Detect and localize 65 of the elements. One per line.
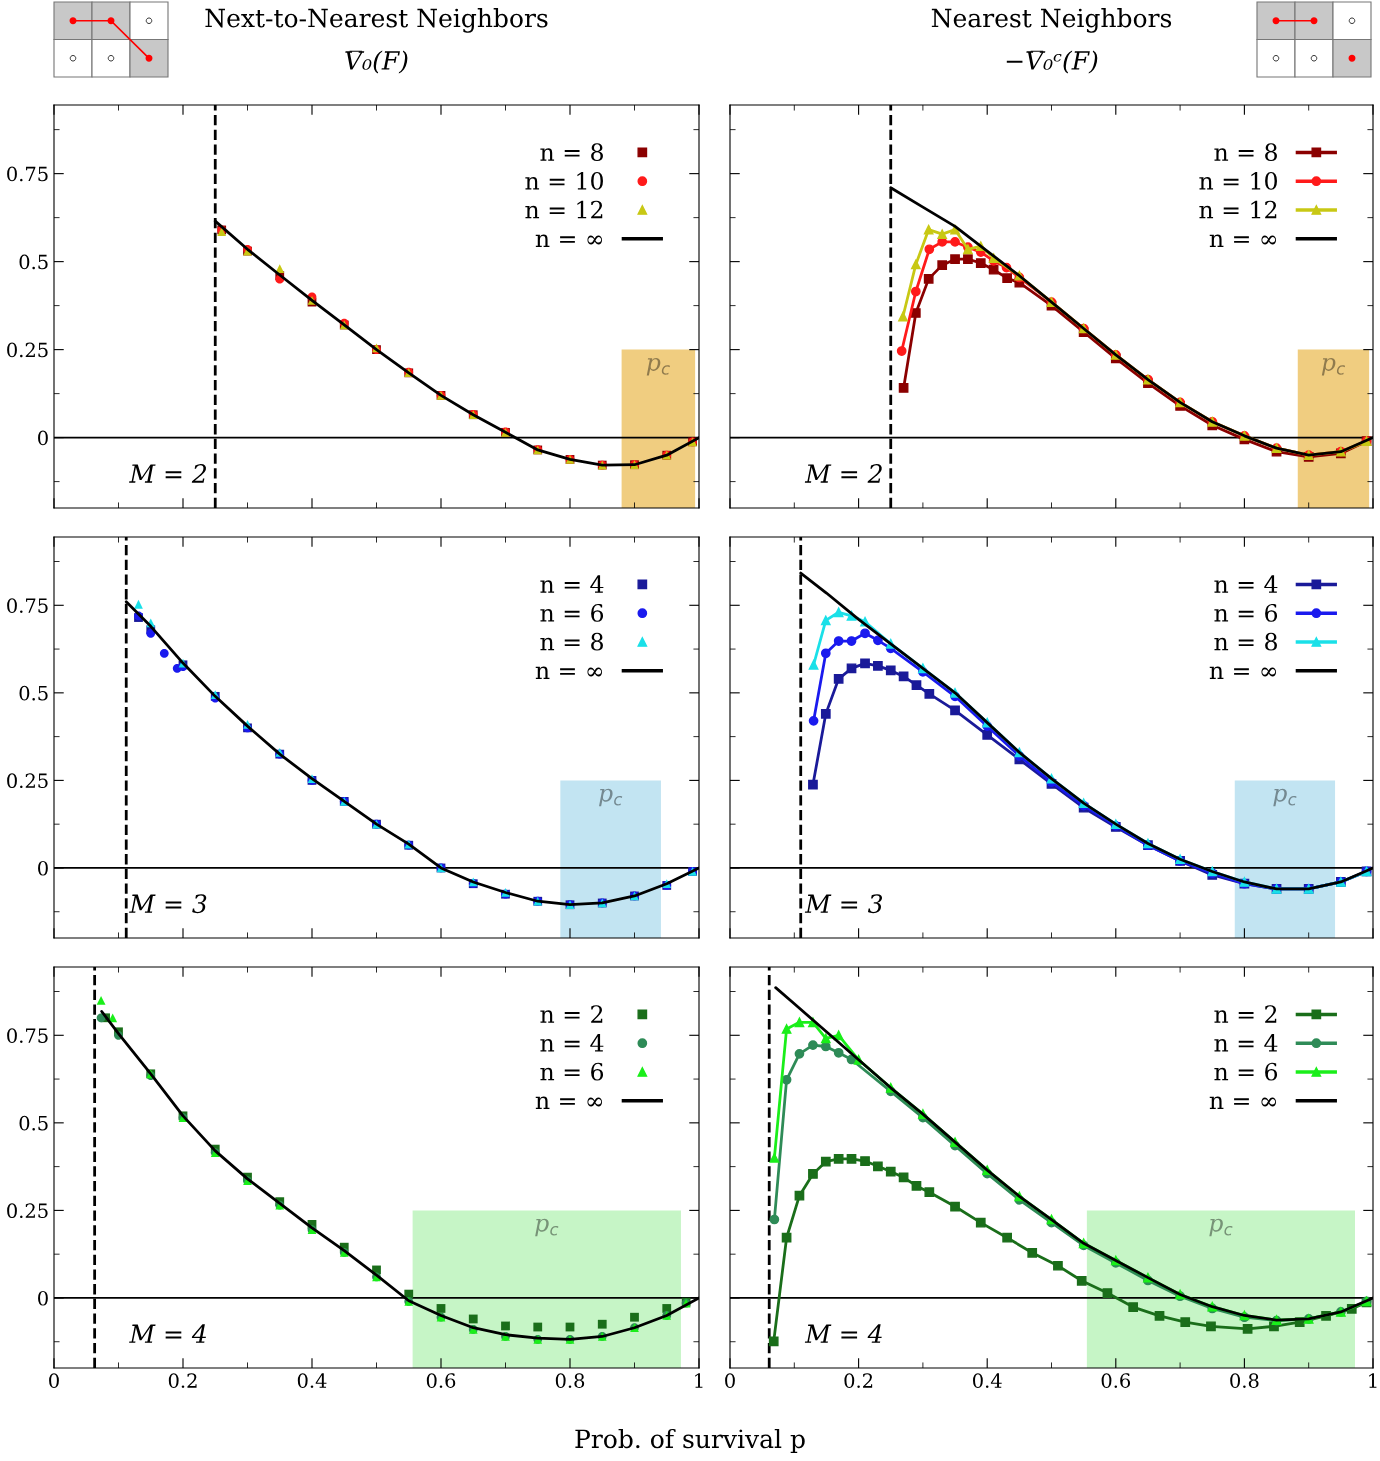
y-tick-label: 0.5 — [19, 254, 48, 270]
x-tick-label: 0.2 — [844, 1373, 873, 1388]
annotation: M = 2 — [129, 464, 207, 483]
band-label: p$_{c}$ — [1209, 1218, 1233, 1237]
band-label: p$_{c}$ — [535, 1218, 559, 1237]
legend-label: n = 12 — [1199, 200, 1277, 219]
legend-label: n = 6 — [540, 1062, 604, 1081]
legend-label: n = ∞ — [1209, 666, 1277, 679]
annotation: M = 4 — [129, 1324, 206, 1343]
legend-label: n = 6 — [1214, 1062, 1278, 1081]
legend-label: n = ∞ — [535, 666, 603, 679]
band-label: p$_{c}$ — [646, 357, 670, 376]
legend-label: n = 8 — [1214, 143, 1277, 162]
legend-label: n = ∞ — [1209, 1096, 1277, 1109]
legend-label: n = ∞ — [1209, 234, 1277, 247]
band-label: p$_{c}$ — [1273, 788, 1297, 807]
x-tick-label: 0.8 — [1230, 1373, 1259, 1388]
annotation: M = 3 — [804, 894, 883, 914]
annotation: M = 2 — [804, 464, 882, 483]
x-axis-title: Prob. of survival p — [575, 1428, 805, 1454]
legend-label: n = 2 — [1214, 1005, 1277, 1023]
annotation: M = 3 — [129, 894, 207, 914]
legend-label: n = ∞ — [535, 234, 603, 247]
x-tick-label: 0.4 — [973, 1373, 1002, 1388]
chart-title: Next-to-Nearest Neighbors — [205, 8, 548, 33]
x-tick-label: 0.4 — [297, 1373, 327, 1388]
y-tick-label: 0.75 — [7, 598, 48, 613]
legend-label: n = 8 — [540, 143, 603, 162]
y-tick-label: 0.25 — [7, 773, 48, 789]
x-tick-label: 1 — [1369, 1373, 1377, 1388]
x-tick-label: 0 — [49, 1373, 59, 1388]
y-tick-label: 0.75 — [7, 166, 48, 182]
band-label: p$_{c}$ — [599, 788, 623, 807]
x-tick-label: 0.6 — [426, 1373, 456, 1388]
x-tick-label: 0 — [725, 1373, 735, 1388]
legend-label: n = ∞ — [535, 1096, 603, 1109]
legend-label: n = 4 — [540, 1033, 604, 1052]
annotation: M = 4 — [804, 1324, 882, 1343]
y-tick-label: 0 — [38, 860, 48, 876]
legend-label: n = 10 — [1199, 171, 1277, 190]
y-tick-label: 0.75 — [7, 1028, 48, 1043]
chart-subtitle: V̅₀(F) — [345, 50, 408, 74]
legend-label: n = 6 — [540, 603, 604, 622]
legend-label: n = 4 — [540, 575, 604, 593]
x-tick-label: 0.8 — [555, 1373, 585, 1388]
y-tick-label: 0.25 — [7, 342, 48, 358]
legend-label: n = 12 — [525, 200, 603, 219]
legend-label: n = 8 — [540, 632, 603, 651]
x-tick-label: 1 — [695, 1373, 703, 1388]
legend-label: n = 4 — [1214, 1033, 1278, 1052]
legend-label: n = 8 — [1214, 632, 1277, 651]
band-label: p$_{c}$ — [1321, 357, 1346, 376]
y-tick-label: 0 — [38, 430, 48, 446]
legend-label: n = 4 — [1214, 575, 1278, 593]
y-tick-label: 0 — [38, 1290, 48, 1306]
y-tick-label: 0.25 — [7, 1203, 48, 1219]
y-tick-label: 0.5 — [19, 1115, 48, 1131]
y-tick-label: 0.5 — [19, 685, 48, 701]
legend-label: n = 2 — [540, 1005, 603, 1023]
legend-label: n = 10 — [525, 171, 603, 190]
x-tick-label: 0.6 — [1101, 1373, 1131, 1388]
x-tick-label: 0.2 — [168, 1373, 197, 1388]
chart-title: Nearest Neighbors — [931, 8, 1172, 33]
legend-label: n = 6 — [1214, 603, 1278, 622]
chart-subtitle: −V̅₀ᶜ(F) — [1006, 50, 1098, 74]
